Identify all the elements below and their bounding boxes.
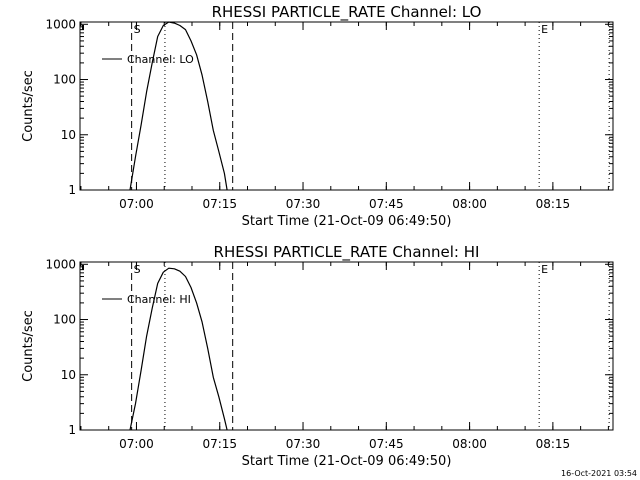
- plot-frame: [79, 261, 614, 431]
- x-axis-label: Start Time (21-Oct-09 06:49:50): [242, 214, 452, 229]
- y-tick-label: 1000: [45, 17, 76, 31]
- end-marker-label: E: [541, 23, 548, 36]
- y-tick-label: 10: [61, 368, 76, 382]
- x-tick-label: 07:00: [119, 197, 154, 211]
- x-tick-label: 07:30: [286, 437, 321, 451]
- x-tick-label: 07:45: [369, 437, 404, 451]
- series-line: [129, 21, 228, 191]
- plot-frame: [79, 21, 614, 191]
- y-axis-label: Counts/sec: [21, 310, 36, 382]
- x-tick-label: 08:00: [452, 437, 487, 451]
- chart-title: RHESSI PARTICLE_RATE Channel: LO: [212, 3, 482, 22]
- y-axis-label: Counts/sec: [21, 70, 36, 142]
- end-marker-label: E: [541, 263, 548, 276]
- x-tick-label: 08:15: [536, 197, 571, 211]
- x-tick-label: 08:15: [536, 437, 571, 451]
- x-axis-label: Start Time (21-Oct-09 06:49:50): [242, 454, 452, 469]
- chart-panel-lo: RHESSI PARTICLE_RATE Channel: LO 1 10 100 10…: [21, 3, 614, 229]
- y-tick-label: 10: [61, 128, 76, 142]
- y-tick-label: 100: [53, 313, 76, 327]
- x-tick-label: 07:30: [286, 197, 321, 211]
- chart-panel-hi: RHESSI PARTICLE_RATE Channel: HI 1 10 100 10…: [21, 243, 614, 469]
- x-tick-label: 07:15: [202, 197, 237, 211]
- plot-timestamp: 16-Oct-2021 03:54: [561, 469, 637, 478]
- chart-title: RHESSI PARTICLE_RATE Channel: HI: [214, 243, 480, 262]
- y-tick-label: 100: [53, 73, 76, 87]
- legend-label: Channel: LO: [127, 53, 194, 66]
- y-tick-label: 1: [68, 423, 76, 437]
- start-marker-label: S: [134, 23, 141, 36]
- x-tick-label: 08:00: [452, 197, 487, 211]
- x-tick-label: 07:00: [119, 437, 154, 451]
- series-line: [129, 267, 228, 431]
- x-tick-label: 07:15: [202, 437, 237, 451]
- y-tick-label: 1: [68, 183, 76, 197]
- y-tick-label: 1000: [45, 257, 76, 271]
- x-tick-label: 07:45: [369, 197, 404, 211]
- legend-label: Channel: HI: [127, 293, 191, 306]
- start-marker-label: S: [134, 263, 141, 276]
